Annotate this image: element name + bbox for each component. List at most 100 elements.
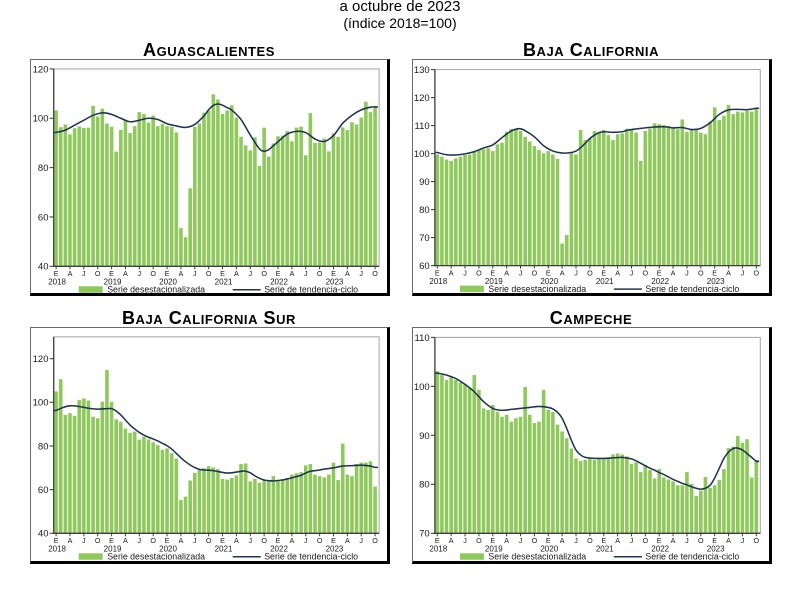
svg-text:O: O xyxy=(372,536,378,545)
svg-text:A: A xyxy=(559,268,564,277)
svg-text:O: O xyxy=(150,269,156,278)
svg-text:J: J xyxy=(629,268,633,277)
svg-text:90: 90 xyxy=(419,431,430,442)
svg-text:Serie desestacionalizada: Serie desestacionalizada xyxy=(488,284,586,294)
svg-text:E: E xyxy=(164,269,169,278)
svg-text:A: A xyxy=(123,269,128,278)
svg-text:O: O xyxy=(316,269,322,278)
svg-text:90: 90 xyxy=(419,177,430,188)
svg-text:E: E xyxy=(656,536,661,545)
svg-text:J: J xyxy=(574,268,578,277)
svg-text:2018: 2018 xyxy=(429,545,447,554)
svg-text:E: E xyxy=(109,269,114,278)
svg-text:2021: 2021 xyxy=(214,278,232,287)
svg-text:E: E xyxy=(545,536,550,545)
svg-text:E: E xyxy=(601,536,606,545)
svg-text:O: O xyxy=(587,268,593,277)
svg-text:E: E xyxy=(220,536,225,545)
svg-text:2020: 2020 xyxy=(540,277,558,286)
svg-text:80: 80 xyxy=(419,480,430,491)
svg-text:E: E xyxy=(490,268,495,277)
svg-text:A: A xyxy=(504,268,509,277)
svg-text:2022: 2022 xyxy=(270,278,288,287)
svg-text:O: O xyxy=(372,269,378,278)
svg-text:2023: 2023 xyxy=(706,545,724,554)
svg-text:2020: 2020 xyxy=(159,278,177,287)
svg-text:2022: 2022 xyxy=(651,277,669,286)
svg-text:J: J xyxy=(463,536,467,545)
svg-text:110: 110 xyxy=(414,333,429,344)
svg-text:60: 60 xyxy=(37,212,48,223)
svg-text:O: O xyxy=(642,536,648,545)
svg-text:J: J xyxy=(518,268,522,277)
svg-text:E: E xyxy=(434,268,439,277)
svg-text:J: J xyxy=(192,269,196,278)
svg-text:O: O xyxy=(94,269,100,278)
svg-text:J: J xyxy=(82,269,86,278)
svg-text:100: 100 xyxy=(32,114,48,125)
svg-text:2020: 2020 xyxy=(540,545,558,554)
svg-text:A: A xyxy=(615,268,620,277)
svg-text:A: A xyxy=(344,536,349,545)
svg-text:2019: 2019 xyxy=(484,277,502,286)
svg-text:130: 130 xyxy=(413,65,429,76)
svg-text:Serie desestacionalizada: Serie desestacionalizada xyxy=(488,552,586,562)
svg-text:2018: 2018 xyxy=(48,545,66,554)
svg-text:O: O xyxy=(642,268,648,277)
svg-text:100: 100 xyxy=(32,398,48,409)
svg-text:E: E xyxy=(275,269,280,278)
svg-text:O: O xyxy=(205,269,211,278)
svg-text:A: A xyxy=(234,269,239,278)
svg-text:A: A xyxy=(178,536,183,545)
svg-text:2023: 2023 xyxy=(706,277,724,286)
svg-text:2023: 2023 xyxy=(325,278,343,287)
svg-text:80: 80 xyxy=(419,205,430,216)
svg-text:A: A xyxy=(448,268,453,277)
svg-text:Serie desestacionalizada: Serie desestacionalizada xyxy=(107,552,205,562)
svg-text:110: 110 xyxy=(414,121,429,132)
svg-text:E: E xyxy=(53,536,58,545)
svg-text:E: E xyxy=(331,269,336,278)
svg-text:E: E xyxy=(656,268,661,277)
svg-text:E: E xyxy=(331,536,336,545)
svg-text:40: 40 xyxy=(37,529,48,540)
svg-text:J: J xyxy=(685,536,689,545)
svg-text:J: J xyxy=(248,269,252,278)
svg-text:J: J xyxy=(137,536,141,545)
svg-text:O: O xyxy=(205,536,211,545)
svg-text:J: J xyxy=(137,269,141,278)
svg-text:A: A xyxy=(178,269,183,278)
svg-text:O: O xyxy=(476,536,482,545)
svg-text:Serie de tendencia-ciclo: Serie de tendencia-ciclo xyxy=(645,284,739,294)
svg-text:J: J xyxy=(192,536,196,545)
svg-text:Serie desestacionalizada: Serie desestacionalizada xyxy=(107,285,205,295)
svg-text:O: O xyxy=(753,268,759,277)
svg-text:2022: 2022 xyxy=(270,545,288,554)
svg-text:E: E xyxy=(712,268,717,277)
svg-text:2021: 2021 xyxy=(595,545,613,554)
svg-text:J: J xyxy=(518,536,522,545)
svg-text:70: 70 xyxy=(419,233,430,244)
svg-text:2020: 2020 xyxy=(159,545,177,554)
svg-text:J: J xyxy=(574,536,578,545)
svg-text:A: A xyxy=(67,536,72,545)
svg-text:E: E xyxy=(601,268,606,277)
svg-text:J: J xyxy=(359,536,363,545)
svg-text:A: A xyxy=(123,536,128,545)
svg-text:J: J xyxy=(82,536,86,545)
svg-text:O: O xyxy=(94,536,100,545)
svg-text:E: E xyxy=(275,536,280,545)
svg-text:J: J xyxy=(303,536,307,545)
svg-text:E: E xyxy=(109,536,114,545)
svg-text:A: A xyxy=(448,536,453,545)
svg-text:O: O xyxy=(531,268,537,277)
svg-text:2018: 2018 xyxy=(48,278,66,287)
svg-text:J: J xyxy=(685,268,689,277)
svg-text:J: J xyxy=(740,536,744,545)
svg-text:A: A xyxy=(289,269,294,278)
svg-text:120: 120 xyxy=(32,64,48,75)
svg-text:J: J xyxy=(303,269,307,278)
svg-text:O: O xyxy=(261,269,267,278)
svg-text:O: O xyxy=(753,536,759,545)
svg-text:A: A xyxy=(670,536,675,545)
